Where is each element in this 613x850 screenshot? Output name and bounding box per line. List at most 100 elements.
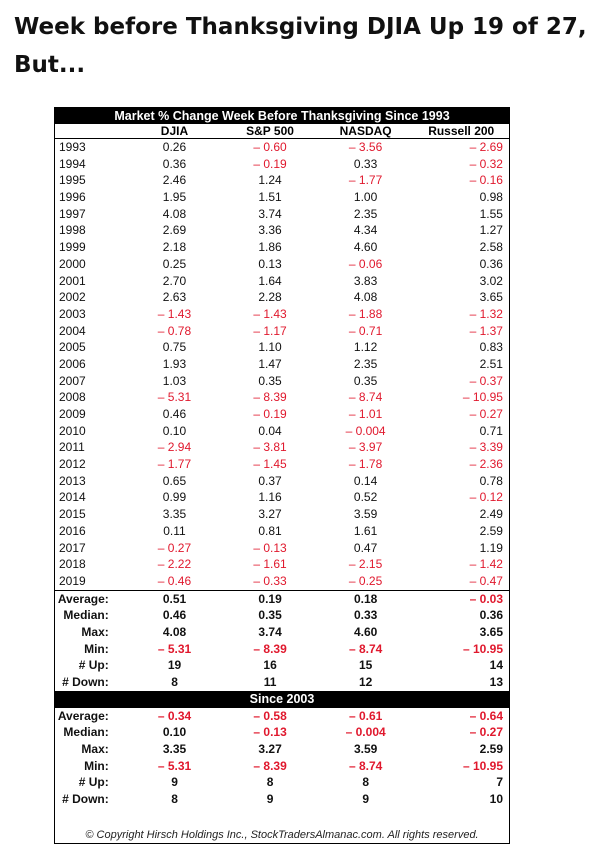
value-cell: 3.65 bbox=[479, 624, 504, 639]
value-cell: 2.59 bbox=[479, 742, 504, 757]
value-cell: 3.35 bbox=[162, 742, 187, 757]
value-cell: – 0.004 bbox=[345, 423, 386, 438]
table-title: Market % Change Week Before Thanksgiving… bbox=[55, 108, 509, 124]
value-cell: – 8.74 bbox=[348, 758, 383, 773]
summary-label: Max: bbox=[81, 742, 109, 757]
summary-label: # Down: bbox=[62, 792, 109, 807]
value-cell: 0.98 bbox=[479, 190, 503, 205]
value-cell: – 0.03 bbox=[469, 591, 504, 606]
year-label: 1994 bbox=[59, 156, 86, 171]
value-cell: – 5.31 bbox=[157, 390, 192, 405]
value-cell: 1.12 bbox=[353, 340, 378, 355]
article-headline: Week before Thanksgiving DJIA Up 19 of 2… bbox=[14, 14, 587, 78]
value-cell: – 0.61 bbox=[348, 708, 383, 723]
value-cell: – 0.58 bbox=[253, 708, 287, 723]
value-cell: 0.26 bbox=[162, 140, 187, 154]
value-cell: – 5.31 bbox=[157, 641, 192, 656]
value-cell: – 8.39 bbox=[253, 641, 287, 656]
value-cell: 3.27 bbox=[258, 742, 282, 757]
table-row: 2001 2.70 1.64 3.83 3.02 bbox=[55, 273, 509, 290]
value-cell: 3.74 bbox=[258, 206, 282, 221]
table-row: 1995 2.46 1.24 – 1.77 – 0.16 bbox=[55, 172, 509, 189]
year-label: 1995 bbox=[59, 173, 86, 188]
value-cell: 16 bbox=[263, 658, 277, 673]
table-row: 2002 2.63 2.28 4.08 3.65 bbox=[55, 289, 509, 306]
value-cell: – 3.39 bbox=[469, 440, 503, 455]
table-row: 2005 0.75 1.10 1.12 0.83 bbox=[55, 339, 509, 356]
summary-rows: Average: 0.51 0.19 0.18 – 0.03 Median: 0.46 0.3… bbox=[55, 589, 509, 691]
value-cell: 0.37 bbox=[258, 473, 282, 488]
value-cell: 1.00 bbox=[353, 190, 378, 205]
value-cell: – 0.60 bbox=[253, 140, 287, 154]
year-label: 2018 bbox=[59, 557, 86, 572]
value-cell: 14 bbox=[489, 658, 504, 673]
column-header-blank bbox=[55, 124, 127, 138]
value-cell: 1.16 bbox=[258, 490, 282, 505]
value-cell: 4.08 bbox=[353, 290, 378, 305]
table-row: 2010 0.10 0.04 – 0.004 0.71 bbox=[55, 423, 509, 440]
since-2003-rows: Average: – 0.34 – 0.58 – 0.61 – 0.64 Median: 0… bbox=[55, 708, 509, 808]
value-cell: 1.51 bbox=[258, 190, 282, 205]
value-cell: 8 bbox=[171, 675, 178, 689]
table-row: 2004 – 0.78 – 1.17 – 0.71 – 1.37 bbox=[55, 323, 509, 340]
value-cell: – 0.13 bbox=[253, 725, 287, 740]
value-cell: 2.59 bbox=[479, 523, 503, 538]
value-cell: 7 bbox=[496, 775, 504, 790]
value-cell: 1.86 bbox=[258, 240, 282, 255]
summary-label: Average: bbox=[57, 591, 109, 606]
value-cell: – 0.19 bbox=[253, 407, 287, 421]
value-cell: – 1.88 bbox=[348, 306, 383, 321]
value-cell: 1.61 bbox=[353, 523, 378, 538]
value-cell: – 1.01 bbox=[348, 407, 383, 421]
value-cell: – 1.61 bbox=[253, 557, 287, 572]
year-label: 1993 bbox=[59, 140, 86, 154]
value-cell: 1.10 bbox=[258, 340, 282, 355]
summary-row: Median: 0.10 – 0.13 – 0.004 – 0.27 bbox=[55, 724, 509, 741]
value-cell: – 2.22 bbox=[157, 557, 192, 572]
table-row: 1998 2.69 3.36 4.34 1.27 bbox=[55, 222, 509, 239]
value-cell: 0.46 bbox=[162, 407, 187, 421]
value-cell: – 10.95 bbox=[462, 641, 504, 656]
value-cell: 0.04 bbox=[258, 423, 282, 438]
value-cell: 8 bbox=[266, 775, 274, 790]
stats-table: Market % Change Week Before Thanksgiving… bbox=[54, 107, 510, 844]
table-row: 1997 4.08 3.74 2.35 1.55 bbox=[55, 206, 509, 223]
value-cell: 8 bbox=[171, 792, 178, 807]
value-cell: 3.02 bbox=[479, 273, 503, 288]
value-cell: 9 bbox=[362, 792, 369, 807]
value-cell: 2.28 bbox=[258, 290, 282, 305]
table-row: 1999 2.18 1.86 4.60 2.58 bbox=[55, 239, 509, 256]
since-2003-header: Since 2003 bbox=[55, 690, 509, 708]
value-cell: 2.51 bbox=[479, 356, 503, 371]
summary-label: # Up: bbox=[78, 658, 109, 673]
summary-row: Median: 0.46 0.35 0.33 0.36 bbox=[55, 607, 509, 624]
table-row: 1994 0.36 – 0.19 0.33 – 0.32 bbox=[55, 156, 509, 173]
value-cell: 0.13 bbox=[258, 256, 282, 271]
value-cell: 0.19 bbox=[258, 591, 282, 606]
value-cell: – 0.33 bbox=[253, 573, 287, 588]
value-cell: – 10.95 bbox=[462, 758, 504, 773]
summary-label: # Down: bbox=[62, 675, 109, 689]
summary-label: Average: bbox=[57, 708, 109, 723]
table-row: 2003 – 1.43 – 1.43 – 1.88 – 1.32 bbox=[55, 306, 509, 323]
value-cell: 2.18 bbox=[162, 240, 187, 255]
value-cell: 0.65 bbox=[162, 473, 187, 488]
table-row: 2009 0.46 – 0.19 – 1.01 – 0.27 bbox=[55, 406, 509, 423]
value-cell: – 1.42 bbox=[469, 557, 503, 572]
value-cell: 9 bbox=[266, 792, 274, 807]
year-label: 2001 bbox=[59, 273, 86, 288]
year-label: 2019 bbox=[59, 573, 86, 588]
table-row: 2011 – 2.94 – 3.81 – 3.97 – 3.39 bbox=[55, 439, 509, 456]
year-label: 1996 bbox=[59, 190, 86, 205]
summary-row: Max: 4.08 3.74 4.60 3.65 bbox=[55, 624, 509, 641]
value-cell: – 2.69 bbox=[469, 140, 503, 154]
value-cell: – 0.47 bbox=[469, 573, 503, 588]
summary-label: # Up: bbox=[78, 775, 109, 790]
value-cell: 0.99 bbox=[162, 490, 187, 505]
value-cell: – 2.15 bbox=[348, 557, 383, 572]
value-cell: 0.35 bbox=[258, 373, 282, 388]
value-cell: 4.08 bbox=[162, 624, 187, 639]
copyright-text: © Copyright Hirsch Holdings Inc., StockT… bbox=[85, 829, 479, 841]
value-cell: – 0.27 bbox=[469, 725, 504, 740]
column-header-nasdaq: NASDAQ bbox=[339, 124, 392, 138]
